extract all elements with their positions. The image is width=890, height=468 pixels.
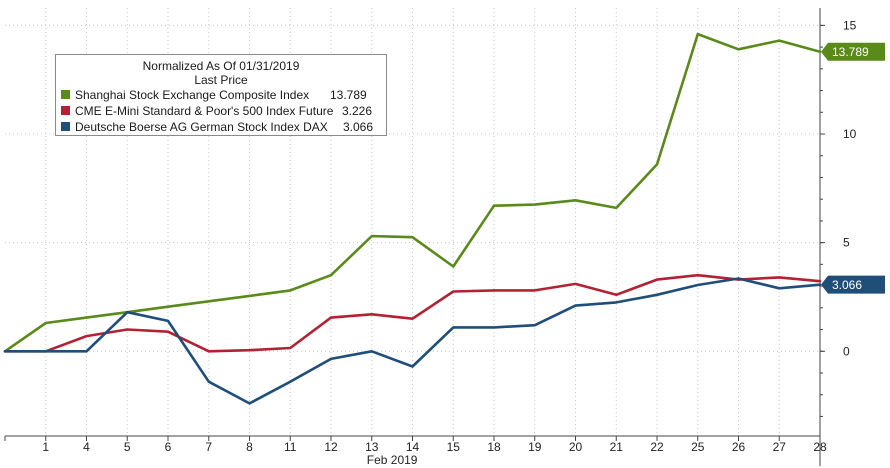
y-tick-label-10: 10 — [843, 127, 857, 141]
legend-swatch-sp500 — [61, 106, 70, 115]
legend-box: Normalized As Of 01/31/2019 Last Price S… — [55, 54, 387, 136]
legend-swatch-shanghai — [61, 90, 70, 99]
x-tick-label-20: 20 — [569, 440, 583, 454]
x-tick-label-26: 26 — [732, 440, 746, 454]
last-value-label-dax: 3.066 — [832, 278, 862, 292]
legend-title: Normalized As Of 01/31/2019 — [142, 59, 300, 73]
legend-label-dax: Deutsche Boerse AG German Stock Index DA… — [75, 120, 328, 134]
series-line-shanghai — [3, 32, 822, 353]
x-tick-label-18: 18 — [487, 440, 501, 454]
legend-value-sp500: 3.226 — [342, 104, 373, 118]
last-value-label-shanghai: 13.789 — [832, 45, 869, 59]
legend-swatch-dax — [61, 122, 70, 131]
legend-label-sp500: CME E-Mini Standard & Poor's 500 Index F… — [75, 104, 334, 118]
series-line-dax — [3, 277, 822, 405]
x-tick-label-14: 14 — [406, 440, 420, 454]
x-tick-label-13: 13 — [365, 440, 379, 454]
legend-value-dax: 3.066 — [343, 120, 374, 134]
x-tick-label-12: 12 — [324, 440, 338, 454]
legend-entry-sp500: CME E-Mini Standard & Poor's 500 Index F… — [56, 103, 386, 119]
x-tick-label-22: 22 — [650, 440, 664, 454]
x-tick-label-11: 11 — [284, 440, 297, 454]
y-tick-label-5: 5 — [843, 236, 850, 250]
x-tick-label-8: 8 — [246, 440, 253, 454]
x-tick-label-5: 5 — [124, 440, 131, 454]
x-tick-label-21: 21 — [610, 440, 624, 454]
series-line-sp500 — [3, 273, 822, 353]
series-lines — [3, 32, 822, 405]
legend-label-shanghai: Shanghai Stock Exchange Composite Index — [75, 88, 310, 102]
x-tick-label-1: 1 — [42, 440, 49, 454]
x-tick-label-25: 25 — [691, 440, 705, 454]
y-tick-label-0: 0 — [843, 344, 850, 358]
x-tick-label-7: 7 — [205, 440, 212, 454]
legend-entry-shanghai: Shanghai Stock Exchange Composite Index … — [56, 87, 386, 103]
legend-value-shanghai: 13.789 — [330, 88, 367, 102]
x-tick-label-6: 6 — [165, 440, 172, 454]
x-tick-label-15: 15 — [447, 440, 461, 454]
last-value-tag-dax — [821, 275, 885, 294]
value-labels: 13.789 3.066 — [821, 42, 885, 294]
legend-subtitle: Last Price — [194, 73, 248, 87]
last-value-tag-shanghai — [821, 42, 885, 61]
x-axis-label: Feb 2019 — [367, 453, 418, 467]
y-tick-label-15: 15 — [843, 18, 857, 32]
legend-entry-dax: Deutsche Boerse AG German Stock Index DA… — [56, 119, 386, 135]
grid-lines — [5, 8, 821, 436]
x-tick-label-4: 4 — [83, 440, 90, 454]
x-tick-label-19: 19 — [528, 440, 542, 454]
x-tick-label-27: 27 — [773, 440, 787, 454]
